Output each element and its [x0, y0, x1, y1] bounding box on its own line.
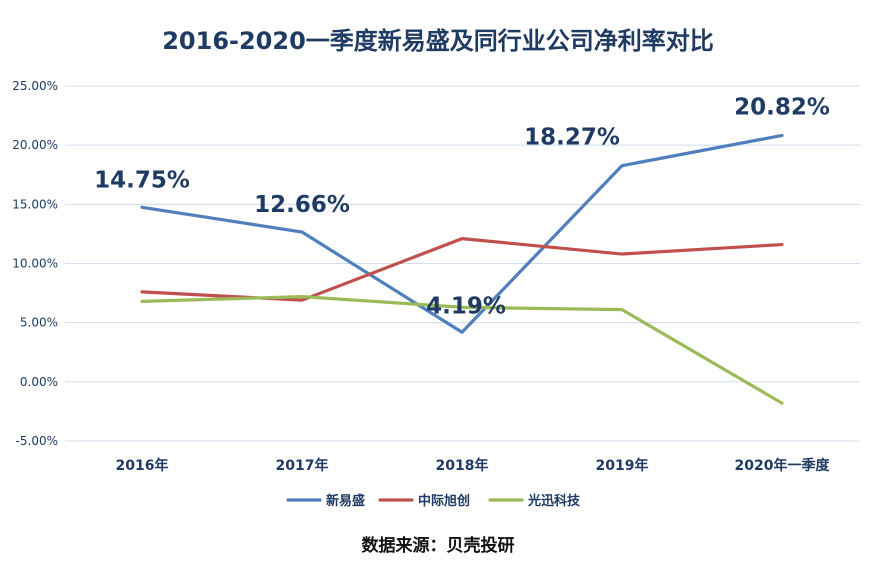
x-tick-label: 2018年: [436, 457, 489, 474]
y-tick-label: 5.00%: [20, 316, 58, 330]
series-line: [140, 295, 784, 405]
y-tick-label: -5.00%: [16, 434, 58, 448]
x-tick-label: 2020年一季度: [735, 457, 831, 474]
legend-label: 新易盛: [326, 493, 365, 509]
data-label: 20.82%: [734, 94, 830, 120]
y-tick-label: 25.00%: [12, 79, 58, 93]
chart-title: 2016-2020一季度新易盛及同行业公司净利率对比: [162, 27, 714, 55]
x-axis-ticks: 2016年 2017年 2018年 2019年 2020年一季度: [116, 457, 831, 474]
data-label: 12.66%: [254, 192, 350, 218]
legend-label: 光迅科技: [527, 493, 581, 509]
y-tick-label: 20.00%: [12, 138, 58, 152]
x-tick-label: 2016年: [116, 457, 169, 474]
series-line: [140, 133, 784, 334]
legend-label: 中际旭创: [418, 493, 470, 509]
data-label: 4.19%: [426, 293, 506, 319]
x-tick-label: 2019年: [596, 457, 649, 474]
y-axis-ticks: 25.00% 20.00% 15.00% 10.00% 5.00% 0.00% -5.00%: [12, 79, 58, 448]
y-tick-label: 15.00%: [12, 197, 58, 211]
data-labels: 14.75% 12.66% 4.19% 18.27% 20.82%: [94, 94, 830, 319]
data-label: 18.27%: [524, 125, 620, 151]
legend: 新易盛 中际旭创 光迅科技: [286, 493, 581, 509]
y-tick-label: 10.00%: [12, 257, 58, 271]
grid: [65, 85, 860, 442]
x-tick-label: 2017年: [276, 457, 329, 474]
data-label: 14.75%: [94, 167, 190, 193]
source-note: 数据来源：贝壳投研: [362, 535, 515, 556]
series-lines: [140, 133, 784, 405]
y-tick-label: 0.00%: [20, 375, 58, 389]
